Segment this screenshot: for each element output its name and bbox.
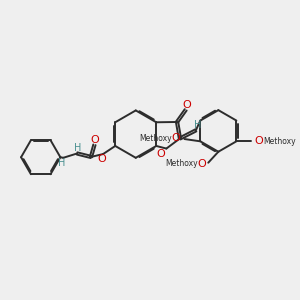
Text: H: H bbox=[194, 120, 202, 130]
Text: O: O bbox=[98, 154, 106, 164]
Text: O: O bbox=[197, 159, 206, 169]
Text: Methoxy: Methoxy bbox=[140, 134, 172, 143]
Text: O: O bbox=[182, 100, 191, 110]
Text: O: O bbox=[255, 136, 264, 146]
Text: O: O bbox=[157, 149, 166, 159]
Text: H: H bbox=[74, 143, 81, 153]
Text: O: O bbox=[91, 135, 99, 145]
Text: O: O bbox=[172, 134, 180, 143]
Text: Methoxy: Methoxy bbox=[263, 137, 296, 146]
Text: Methoxy: Methoxy bbox=[165, 159, 198, 168]
Text: H: H bbox=[58, 158, 65, 168]
